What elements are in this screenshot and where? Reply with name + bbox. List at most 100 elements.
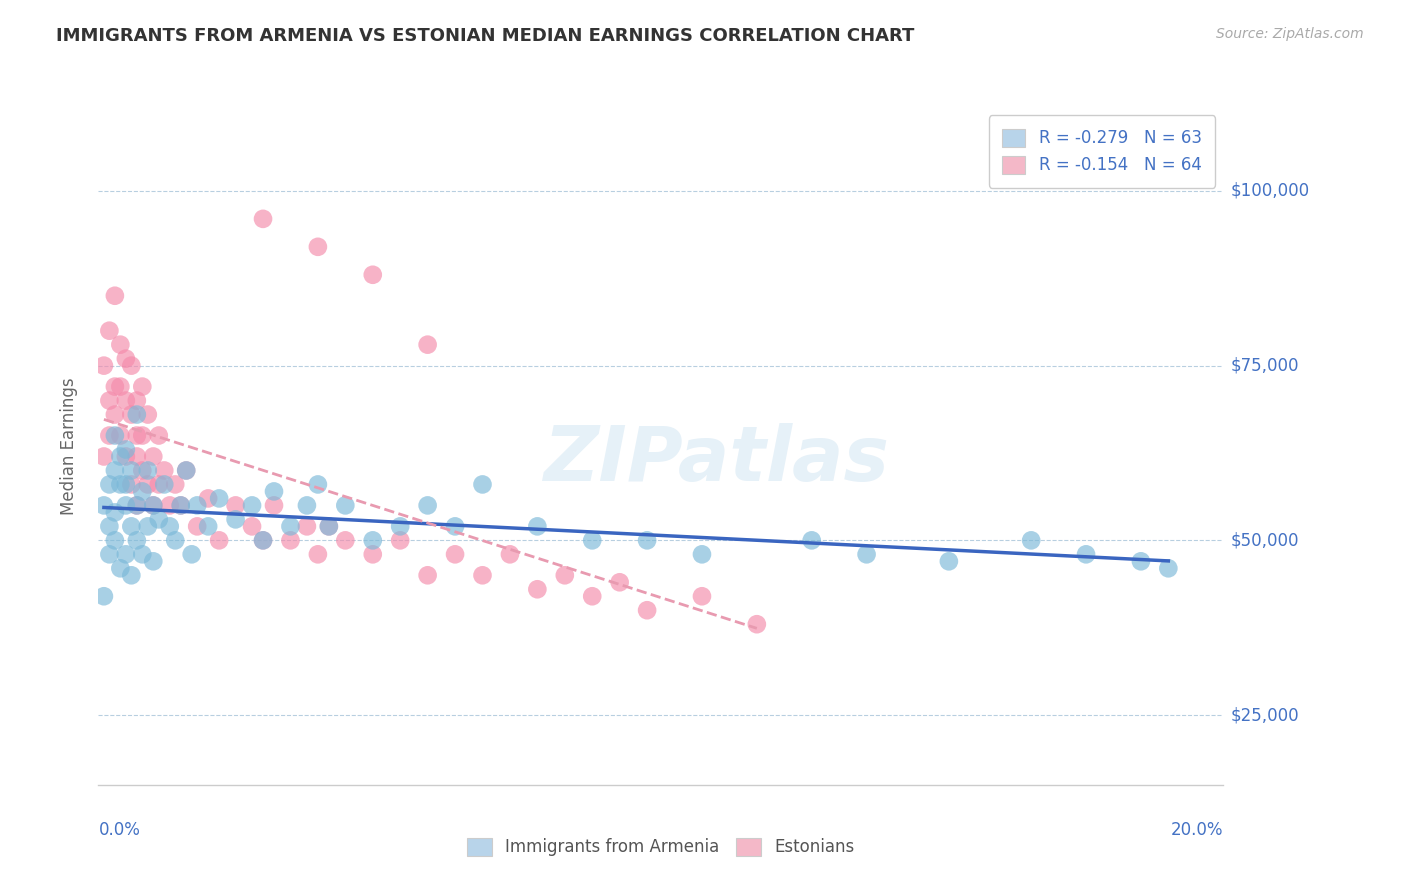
Point — [526, 582, 548, 597]
Point — [197, 491, 219, 506]
Point — [115, 499, 138, 513]
Point — [131, 484, 153, 499]
Point — [104, 463, 127, 477]
Point — [120, 463, 142, 477]
Point — [125, 450, 148, 464]
Point — [110, 428, 132, 442]
Point — [1157, 561, 1180, 575]
Point — [526, 519, 548, 533]
Point — [252, 211, 274, 226]
Text: 20.0%: 20.0% — [1171, 821, 1223, 838]
Point — [1019, 533, 1042, 548]
Point — [98, 393, 121, 408]
Point — [170, 499, 193, 513]
Point — [115, 477, 138, 491]
Point — [125, 499, 148, 513]
Point — [1074, 547, 1097, 561]
Point — [208, 533, 231, 548]
Point — [745, 617, 768, 632]
Point — [1129, 554, 1152, 568]
Point — [444, 519, 467, 533]
Point — [131, 428, 153, 442]
Point — [263, 484, 285, 499]
Point — [855, 547, 877, 561]
Point — [125, 428, 148, 442]
Point — [197, 519, 219, 533]
Point — [98, 547, 121, 561]
Point — [416, 337, 439, 351]
Point — [416, 568, 439, 582]
Point — [208, 491, 231, 506]
Point — [104, 289, 127, 303]
Point — [159, 519, 181, 533]
Point — [307, 547, 329, 561]
Point — [115, 547, 138, 561]
Point — [148, 477, 170, 491]
Point — [307, 240, 329, 254]
Point — [131, 547, 153, 561]
Text: $100,000: $100,000 — [1230, 182, 1309, 200]
Point — [335, 499, 357, 513]
Point — [174, 463, 197, 477]
Point — [115, 442, 138, 457]
Point — [225, 512, 247, 526]
Point — [104, 505, 127, 519]
Point — [240, 519, 263, 533]
Point — [136, 477, 159, 491]
Point — [416, 499, 439, 513]
Point — [581, 533, 603, 548]
Point — [636, 603, 658, 617]
Point — [98, 324, 121, 338]
Point — [361, 268, 384, 282]
Point — [93, 450, 115, 464]
Point — [471, 568, 494, 582]
Point — [110, 379, 132, 393]
Text: $75,000: $75,000 — [1230, 357, 1299, 375]
Point — [165, 477, 187, 491]
Point — [115, 393, 138, 408]
Point — [554, 568, 576, 582]
Point — [115, 351, 138, 366]
Point — [295, 519, 318, 533]
Point — [136, 519, 159, 533]
Point — [335, 533, 357, 548]
Text: $50,000: $50,000 — [1230, 532, 1299, 549]
Y-axis label: Median Earnings: Median Earnings — [59, 377, 77, 515]
Point — [148, 428, 170, 442]
Point — [180, 547, 202, 561]
Point — [581, 589, 603, 603]
Point — [104, 533, 127, 548]
Point — [110, 477, 132, 491]
Point — [280, 533, 302, 548]
Point — [153, 477, 176, 491]
Point — [361, 533, 384, 548]
Point — [131, 463, 153, 477]
Point — [104, 408, 127, 422]
Point — [252, 533, 274, 548]
Point — [240, 499, 263, 513]
Point — [361, 547, 384, 561]
Point — [690, 589, 713, 603]
Point — [318, 519, 340, 533]
Point — [131, 379, 153, 393]
Point — [93, 589, 115, 603]
Point — [98, 428, 121, 442]
Point — [110, 337, 132, 351]
Point — [98, 477, 121, 491]
Point — [263, 499, 285, 513]
Point — [98, 519, 121, 533]
Point — [153, 463, 176, 477]
Point — [609, 575, 631, 590]
Point — [938, 554, 960, 568]
Point — [318, 519, 340, 533]
Point — [159, 499, 181, 513]
Point — [125, 499, 148, 513]
Point — [136, 408, 159, 422]
Point — [800, 533, 823, 548]
Point — [142, 499, 165, 513]
Point — [252, 533, 274, 548]
Point — [499, 547, 522, 561]
Point — [636, 533, 658, 548]
Point — [174, 463, 197, 477]
Point — [471, 477, 494, 491]
